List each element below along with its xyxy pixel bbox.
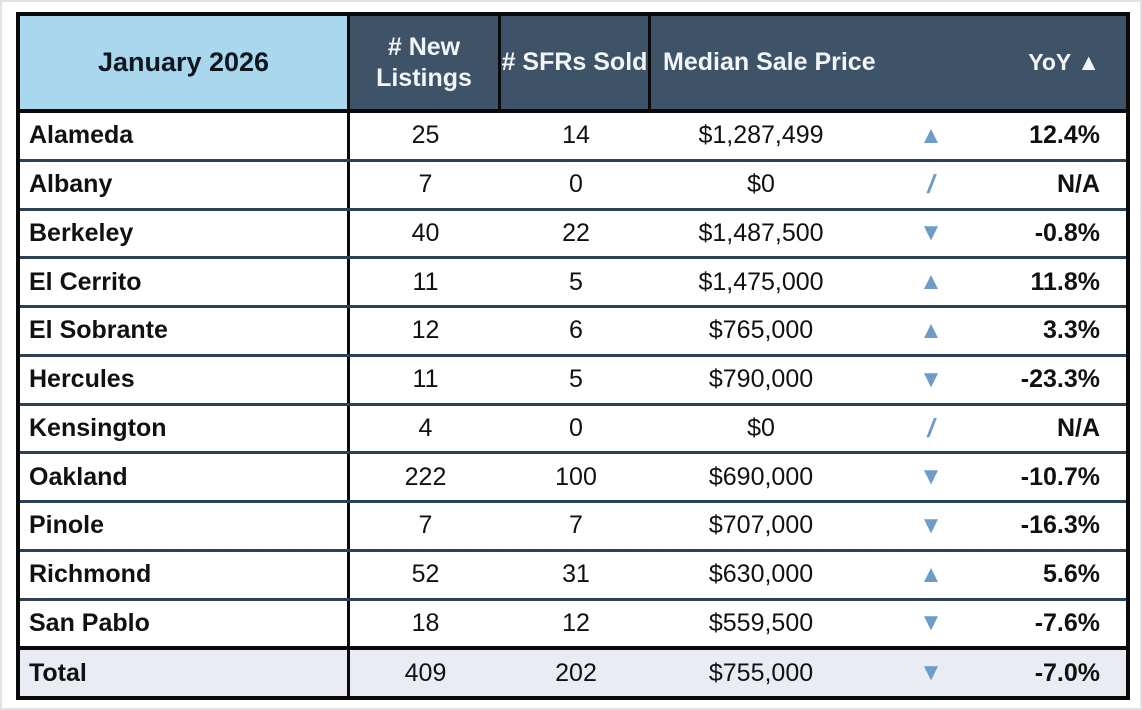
- new-listings-cell: 7: [418, 170, 433, 199]
- median-price-cell: $0: [747, 170, 775, 199]
- city-cell: Hercules: [20, 356, 350, 403]
- yoy-percent-cell: 12.4%: [1029, 121, 1100, 150]
- city-cell: Albany: [20, 161, 350, 208]
- yoy-percent-cell: -7.6%: [1034, 608, 1100, 637]
- new-listings-cell: 12: [411, 316, 440, 345]
- median-price-cell: $790,000: [708, 365, 814, 394]
- sfrs-sold-cell: 5: [569, 267, 583, 296]
- city-cell: Oakland: [20, 454, 350, 500]
- city-cell: Kensington: [20, 405, 350, 452]
- median-price-cell: $707,000: [708, 511, 814, 540]
- new-listings-cell: 7: [418, 511, 433, 540]
- new-listings-cell: 409: [404, 658, 447, 687]
- yoy-up-triangle-icon: ▲: [919, 560, 943, 588]
- yoy-down-triangle-icon: ▼: [919, 609, 943, 637]
- table-row: Pinole 7 7 $707,000 ▼ -16.3%: [20, 500, 1126, 549]
- sfrs-sold-cell: 0: [569, 170, 583, 199]
- sfrs-sold-cell: 7: [569, 511, 583, 540]
- yoy-up-triangle-icon: ▲: [919, 121, 943, 149]
- city-cell: Berkeley: [20, 210, 350, 257]
- sfrs-sold-cell: 100: [555, 462, 597, 491]
- new-listings-cell: 11: [412, 267, 439, 296]
- yoy-percent-cell: N/A: [1056, 413, 1100, 442]
- yoy-down-triangle-icon: ▼: [919, 659, 943, 687]
- table-row: Hercules 11 5 $790,000 ▼ -23.3%: [20, 353, 1126, 403]
- header-new-listings-label: # New Listings: [376, 32, 472, 92]
- sfrs-sold-cell: 14: [562, 121, 590, 150]
- table-row: Oakland 222 100 $690,000 ▼ -10.7%: [20, 451, 1126, 500]
- sfrs-sold-cell: 6: [569, 316, 583, 345]
- table-row: Richmond 52 31 $630,000 ▲ 5.6%: [20, 548, 1126, 598]
- total-row: Total 409 202 $755,000 ▼ -7.0%: [20, 646, 1126, 696]
- median-price-cell: $630,000: [708, 560, 814, 589]
- city-cell: Total: [20, 650, 350, 696]
- new-listings-cell: 52: [411, 560, 440, 589]
- new-listings-cell: 222: [404, 462, 447, 491]
- yoy-percent-cell: -0.8%: [1034, 218, 1100, 247]
- city-cell: San Pablo: [20, 600, 350, 647]
- sfrs-sold-cell: 12: [562, 608, 590, 637]
- yoy-down-triangle-icon: ▼: [919, 365, 943, 393]
- city-cell: Richmond: [20, 551, 350, 598]
- city-cell: Pinole: [20, 503, 350, 549]
- table-row: San Pablo 18 12 $559,500 ▼ -7.6%: [20, 597, 1126, 647]
- yoy-up-triangle-icon: ▲: [919, 316, 943, 344]
- table-row: El Cerrito 11 5 $1,475,000 ▲ 11.8%: [20, 256, 1126, 305]
- yoy-percent-cell: -23.3%: [1020, 365, 1100, 394]
- table-row: El Sobrante 12 6 $765,000 ▲ 3.3%: [20, 305, 1126, 354]
- header-sfrs-sold: # SFRs Sold: [501, 16, 651, 109]
- yoy-percent-cell: -10.7%: [1020, 462, 1100, 491]
- new-listings-cell: 11: [412, 365, 439, 394]
- report-month-title: January 2026: [97, 47, 270, 77]
- table-row: Alameda 25 14 $1,287,499 ▲ 12.4%: [20, 113, 1126, 159]
- median-price-cell: $690,000: [708, 462, 814, 491]
- table-body: Alameda 25 14 $1,287,499 ▲ 12.4% Albany 7 0 $0 / N/…: [20, 113, 1126, 696]
- table-row: Berkeley 40 22 $1,487,500 ▼ -0.8%: [20, 207, 1126, 257]
- yoy-down-triangle-icon: ▼: [919, 511, 943, 539]
- header-yoy-label: YoY ▲: [1028, 49, 1100, 75]
- header-median-price-yoy: Median Sale Price YoY ▲: [651, 16, 1126, 109]
- yoy-down-triangle-icon: ▼: [919, 463, 943, 491]
- header-month-cell: January 2026: [20, 16, 350, 109]
- yoy-percent-cell: 3.3%: [1043, 316, 1100, 345]
- sfrs-sold-cell: 22: [562, 218, 590, 247]
- new-listings-cell: 4: [418, 413, 433, 442]
- header-new-listings: # New Listings: [350, 16, 501, 109]
- median-price-cell: $0: [747, 413, 775, 442]
- median-price-cell: $1,287,499: [698, 121, 824, 150]
- yoy-na-slash-icon: /: [927, 169, 935, 200]
- median-price-cell: $1,487,500: [698, 218, 824, 247]
- new-listings-cell: 25: [411, 121, 440, 150]
- new-listings-cell: 40: [411, 218, 440, 247]
- table-header-row: January 2026 # New Listings # SFRs Sold …: [20, 16, 1126, 113]
- city-cell: El Cerrito: [20, 259, 350, 305]
- market-stats-table: January 2026 # New Listings # SFRs Sold …: [16, 12, 1130, 700]
- median-price-cell: $755,000: [708, 658, 814, 687]
- yoy-up-triangle-icon: ▲: [919, 268, 943, 296]
- new-listings-cell: 18: [411, 608, 440, 637]
- sfrs-sold-cell: 0: [569, 413, 583, 442]
- yoy-percent-cell: N/A: [1056, 170, 1100, 199]
- yoy-down-triangle-icon: ▼: [919, 219, 943, 247]
- yoy-percent-cell: 11.8%: [1030, 267, 1100, 296]
- header-sfrs-sold-label: # SFRs Sold: [501, 48, 648, 76]
- header-median-price-label: Median Sale Price: [663, 48, 876, 76]
- table-row: Albany 7 0 $0 / N/A: [20, 158, 1126, 208]
- median-price-cell: $559,500: [708, 608, 814, 637]
- median-price-cell: $1,475,000: [698, 267, 824, 296]
- city-cell: Alameda: [20, 113, 350, 159]
- city-cell: El Sobrante: [20, 308, 350, 354]
- yoy-percent-cell: -7.0%: [1034, 658, 1100, 687]
- yoy-percent-cell: -16.3%: [1020, 511, 1100, 540]
- sfrs-sold-cell: 31: [562, 560, 590, 589]
- sfrs-sold-cell: 5: [569, 365, 583, 394]
- yoy-na-slash-icon: /: [927, 412, 935, 443]
- median-price-cell: $765,000: [708, 316, 814, 345]
- table-row: Kensington 4 0 $0 / N/A: [20, 402, 1126, 452]
- sfrs-sold-cell: 202: [555, 658, 597, 687]
- yoy-percent-cell: 5.6%: [1043, 560, 1100, 589]
